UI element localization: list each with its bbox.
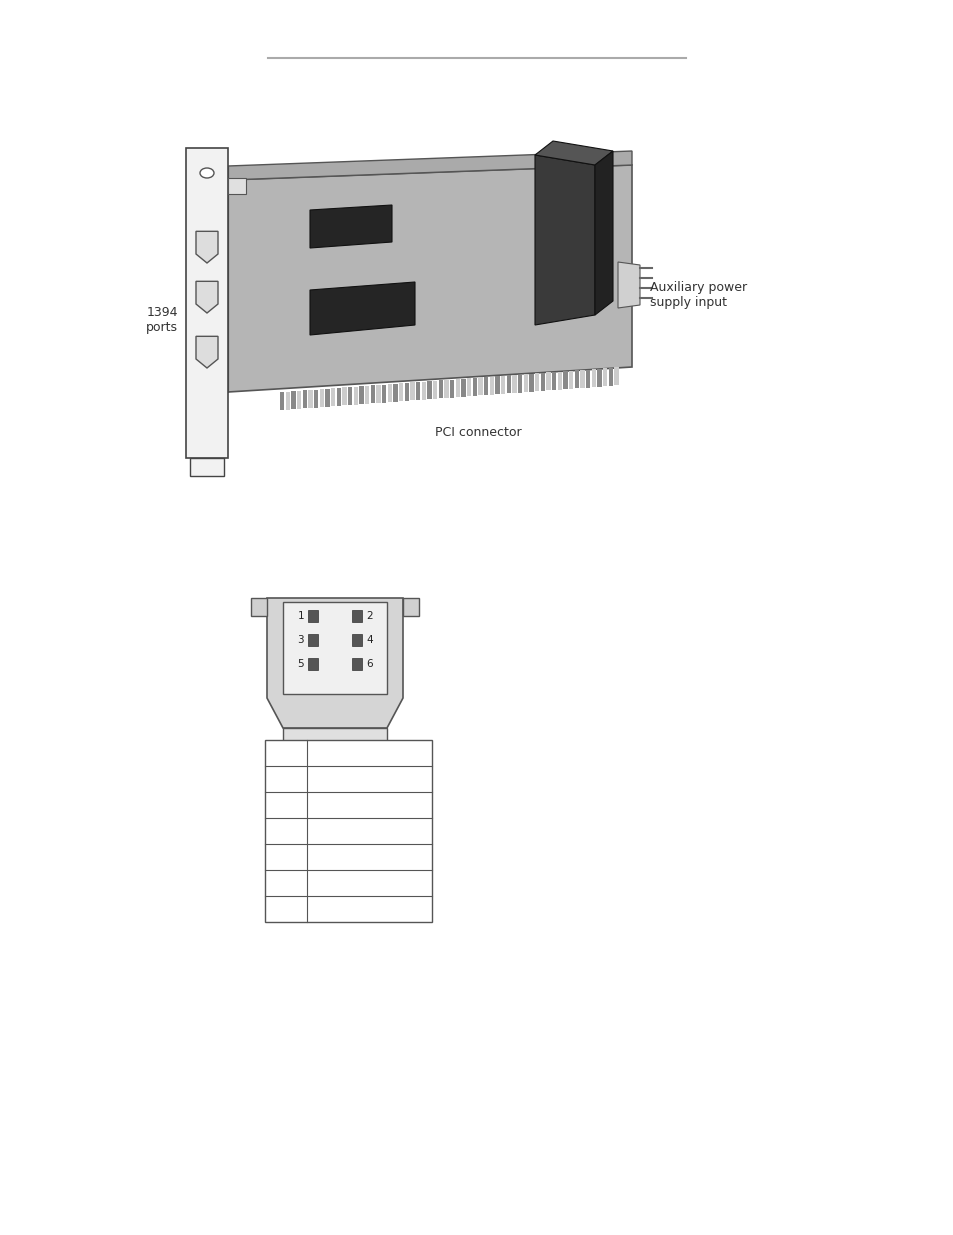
Polygon shape [228, 178, 246, 194]
Polygon shape [195, 231, 218, 263]
Text: 6: 6 [366, 659, 373, 669]
Polygon shape [190, 458, 224, 475]
Polygon shape [325, 389, 329, 406]
Polygon shape [285, 391, 290, 410]
Polygon shape [529, 374, 533, 391]
Polygon shape [393, 384, 397, 401]
Polygon shape [438, 380, 442, 399]
Polygon shape [456, 379, 459, 398]
Polygon shape [489, 377, 494, 395]
Polygon shape [359, 387, 363, 404]
Bar [308, 658, 317, 671]
Polygon shape [228, 151, 631, 180]
Polygon shape [195, 336, 218, 368]
Bar [283, 601, 387, 694]
Polygon shape [348, 387, 352, 405]
Polygon shape [512, 375, 516, 393]
Text: 1394
ports: 1394 ports [146, 306, 178, 333]
Polygon shape [310, 205, 392, 248]
Polygon shape [614, 368, 618, 385]
Polygon shape [444, 380, 448, 398]
Text: 1: 1 [297, 611, 304, 621]
Polygon shape [562, 372, 567, 389]
Polygon shape [597, 369, 601, 387]
Polygon shape [267, 598, 402, 727]
Polygon shape [308, 390, 313, 408]
Polygon shape [461, 379, 465, 396]
Polygon shape [410, 383, 415, 400]
Bar [352, 634, 361, 646]
Text: 4: 4 [366, 635, 373, 645]
Polygon shape [500, 375, 505, 394]
Polygon shape [310, 282, 415, 335]
Text: Auxiliary power
supply input: Auxiliary power supply input [649, 282, 746, 309]
Polygon shape [365, 385, 369, 404]
Polygon shape [477, 378, 482, 395]
Polygon shape [283, 727, 387, 746]
Polygon shape [354, 387, 357, 405]
Polygon shape [574, 370, 578, 388]
Polygon shape [595, 151, 613, 315]
Polygon shape [495, 377, 499, 394]
Polygon shape [602, 368, 607, 387]
Polygon shape [540, 373, 544, 390]
Polygon shape [331, 388, 335, 406]
Polygon shape [517, 374, 521, 393]
Polygon shape [535, 156, 595, 325]
Polygon shape [579, 370, 584, 388]
Polygon shape [381, 384, 386, 403]
Bar [402, 598, 418, 616]
Polygon shape [314, 389, 318, 408]
Polygon shape [433, 380, 436, 399]
Bar [308, 634, 317, 646]
Text: PCI connector: PCI connector [435, 426, 520, 438]
Polygon shape [535, 141, 613, 165]
Bar [352, 610, 361, 622]
Bar [265, 740, 432, 923]
Polygon shape [319, 389, 324, 408]
Polygon shape [398, 383, 403, 401]
Bar [352, 658, 361, 671]
Polygon shape [342, 388, 346, 405]
Polygon shape [450, 379, 454, 398]
Polygon shape [558, 372, 561, 389]
Polygon shape [483, 377, 488, 395]
Polygon shape [371, 385, 375, 404]
Ellipse shape [200, 168, 213, 178]
Polygon shape [506, 375, 511, 393]
Bar [251, 598, 267, 616]
Polygon shape [416, 382, 420, 400]
Polygon shape [535, 373, 538, 391]
Polygon shape [228, 165, 631, 391]
Polygon shape [608, 368, 612, 385]
Polygon shape [291, 391, 295, 409]
Text: 2: 2 [366, 611, 373, 621]
Polygon shape [467, 378, 471, 396]
Polygon shape [568, 370, 573, 389]
Polygon shape [523, 374, 527, 391]
Polygon shape [195, 282, 218, 312]
Polygon shape [302, 390, 307, 409]
Polygon shape [336, 388, 340, 406]
Bar [308, 610, 317, 622]
Polygon shape [404, 383, 409, 401]
Polygon shape [296, 390, 301, 409]
Polygon shape [591, 369, 596, 387]
Text: 3: 3 [297, 635, 304, 645]
Polygon shape [280, 391, 284, 410]
Polygon shape [421, 382, 425, 400]
Polygon shape [427, 382, 431, 399]
Polygon shape [618, 262, 639, 308]
Polygon shape [186, 148, 228, 458]
Polygon shape [387, 384, 392, 403]
Polygon shape [552, 372, 556, 390]
Polygon shape [585, 369, 590, 388]
Text: 5: 5 [297, 659, 304, 669]
Polygon shape [375, 385, 380, 403]
Polygon shape [472, 378, 476, 396]
Polygon shape [546, 373, 550, 390]
